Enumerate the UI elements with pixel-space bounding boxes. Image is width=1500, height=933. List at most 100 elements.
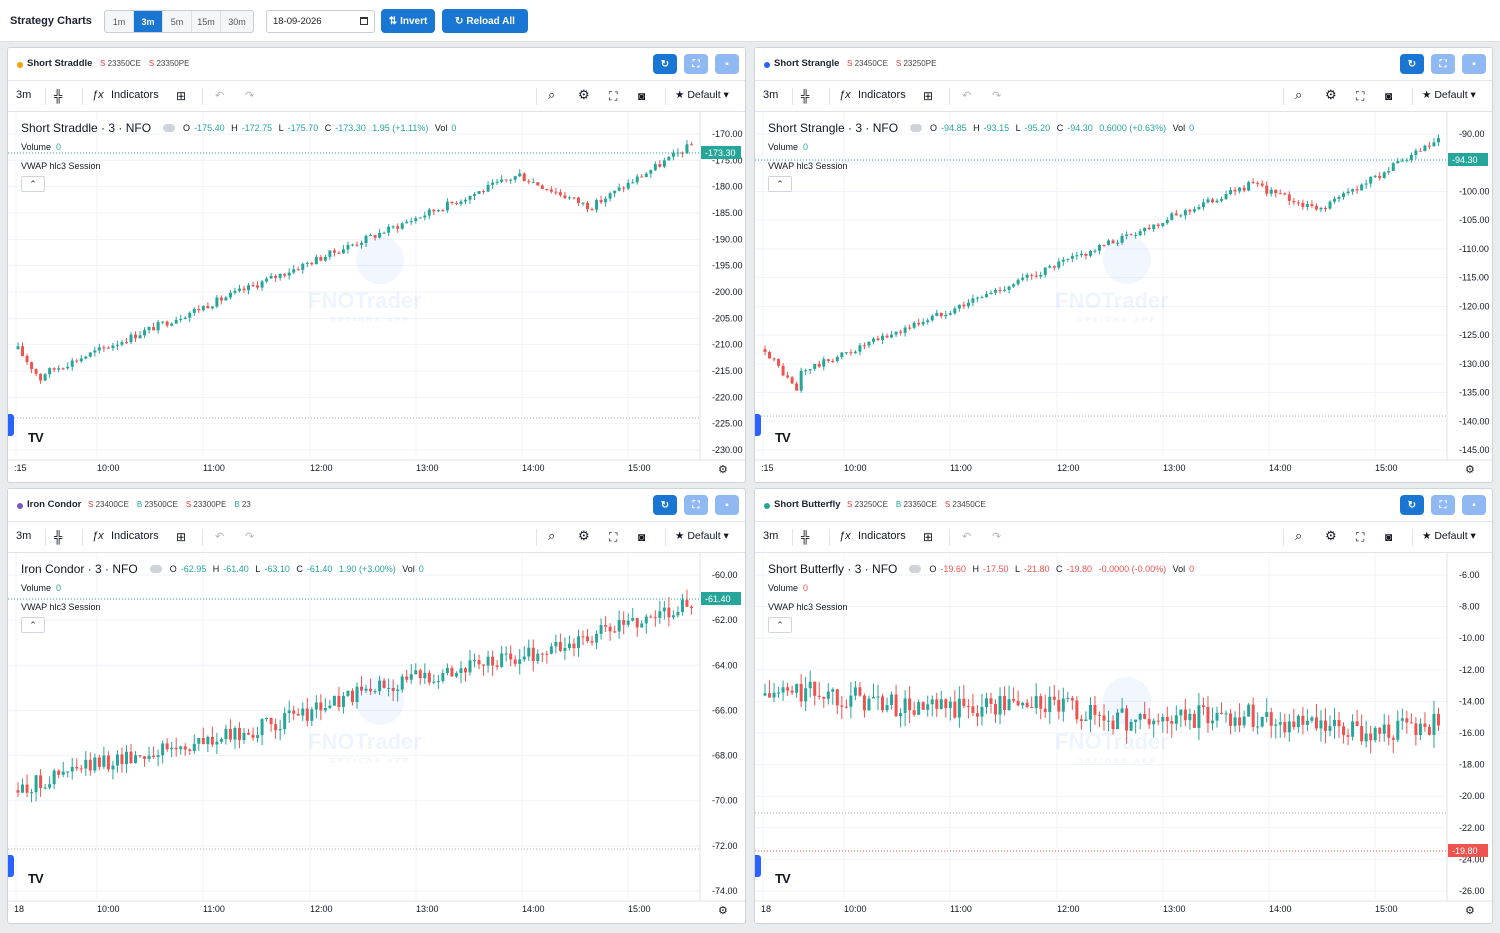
timeframe-1m-button[interactable]: 1m <box>105 11 134 32</box>
axis-settings-icon[interactable]: ⚙ <box>718 905 728 917</box>
timeframe-15m-button[interactable]: 15m <box>192 11 221 32</box>
settings-gear-icon[interactable]: ⚙ <box>578 87 590 102</box>
indicators-button[interactable]: Indicators <box>858 530 906 542</box>
axis-settings-icon[interactable]: ⚙ <box>1465 905 1475 917</box>
undo-icon[interactable]: ↶ <box>962 531 972 543</box>
save-icon[interactable]: ▪ <box>715 54 739 74</box>
refresh-icon[interactable]: ↻ <box>653 495 677 515</box>
candle-type-icon[interactable]: ╬ <box>801 89 810 103</box>
layout-grid-icon[interactable]: ⊞ <box>176 89 187 103</box>
date-input[interactable]: 18-09-2026 <box>266 10 375 33</box>
template-dropdown[interactable]: ★ Default ▾ <box>675 89 729 101</box>
timeframe-30m-button[interactable]: 30m <box>228 16 246 27</box>
chart-svg[interactable]: -6.00 -8.00 -10.00 -12.00 -14.00 -16.00 -18.00… <box>755 553 1492 923</box>
side-panel-handle[interactable] <box>755 414 761 436</box>
fullscreen-icon[interactable]: ⛶ <box>1431 495 1455 515</box>
timeframe-5m-button[interactable]: 5m <box>163 11 192 32</box>
camera-icon[interactable]: ◙ <box>1385 89 1393 103</box>
fullscreen-chart-icon[interactable]: ⛶ <box>609 530 618 544</box>
template-dropdown[interactable]: ★ Default ▾ <box>1422 530 1476 542</box>
settings-gear-icon[interactable]: ⚙ <box>1325 528 1337 543</box>
chart-area[interactable]: -90.00-95.00-100.00-105.00-110.00-115.00… <box>755 112 1492 482</box>
chart-svg[interactable]: -60.00 -62.00 -64.00 -66.00 -68.00 -70.00 -72.… <box>8 553 745 923</box>
chart-area[interactable]: -170.00 -175.00 -180.00 -185.00 -190.00 -195.… <box>8 112 745 482</box>
camera-icon[interactable]: ◙ <box>1385 530 1393 544</box>
axis-settings-icon[interactable]: ⚙ <box>718 464 728 476</box>
legend-toggle[interactable] <box>909 565 922 573</box>
legend-toggle[interactable] <box>910 124 923 132</box>
interval-button[interactable]: 3m <box>16 89 32 101</box>
candle-body <box>1192 713 1196 728</box>
refresh-icon[interactable]: ↻ <box>1400 54 1424 74</box>
template-label: Default <box>687 89 721 101</box>
interval-button[interactable]: 3m <box>763 530 779 542</box>
candle-body <box>1238 187 1242 192</box>
settings-gear-icon[interactable]: ⚙ <box>1325 87 1337 102</box>
legend-toggle[interactable] <box>163 124 176 132</box>
indicators-button[interactable]: Indicators <box>111 530 159 542</box>
save-icon[interactable]: ▪ <box>1462 495 1486 515</box>
invert-button[interactable]: ⇅ Invert <box>381 9 435 33</box>
fullscreen-icon[interactable]: ⛶ <box>684 54 708 74</box>
chart-svg[interactable]: -170.00 -175.00 -180.00 -185.00 -190.00 -195.… <box>8 112 745 482</box>
redo-icon[interactable]: ↷ <box>992 90 1002 102</box>
collapse-legend-button[interactable]: ⌃ <box>768 176 792 192</box>
zoom-search-icon[interactable]: ⌕ <box>1295 528 1303 543</box>
save-icon[interactable]: ▪ <box>1462 54 1486 74</box>
layout-grid-icon[interactable]: ⊞ <box>923 89 934 103</box>
indicators-button[interactable]: Indicators <box>111 89 159 101</box>
reload-all-button[interactable]: ↻ Reload All <box>442 9 528 33</box>
timeframe-3m-button[interactable]: 3m <box>134 11 163 32</box>
fullscreen-icon[interactable]: ⛶ <box>684 495 708 515</box>
redo-icon[interactable]: ↷ <box>245 90 255 102</box>
indicators-button[interactable]: Indicators <box>858 89 906 101</box>
undo-icon[interactable]: ↶ <box>215 90 225 102</box>
collapse-legend-button[interactable]: ⌃ <box>21 176 45 192</box>
last-price-label: -61.40 <box>705 594 731 604</box>
collapse-legend-button[interactable]: ⌃ <box>768 617 792 633</box>
refresh-icon[interactable]: ↻ <box>1400 495 1424 515</box>
candle-type-icon[interactable]: ╬ <box>54 530 63 544</box>
save-icon[interactable]: ▪ <box>715 495 739 515</box>
interval-button[interactable]: 3m <box>763 89 779 101</box>
side-panel-handle[interactable] <box>8 414 14 436</box>
undo-icon[interactable]: ↶ <box>215 531 225 543</box>
calendar-icon[interactable] <box>360 17 368 25</box>
candle-body <box>337 252 341 254</box>
refresh-icon[interactable]: ↻ <box>653 54 677 74</box>
candle-body <box>1333 198 1337 202</box>
candle-body <box>134 755 138 764</box>
side-panel-handle[interactable] <box>755 855 761 877</box>
fullscreen-chart-icon[interactable]: ⛶ <box>609 89 618 103</box>
camera-icon[interactable]: ◙ <box>638 89 646 103</box>
candle-body <box>1048 696 1052 713</box>
side-panel-handle[interactable] <box>8 855 14 877</box>
layout-grid-icon[interactable]: ⊞ <box>923 530 934 544</box>
chart-area[interactable]: -60.00 -62.00 -64.00 -66.00 -68.00 -70.00 -72.… <box>8 553 745 923</box>
fullscreen-icon[interactable]: ⛶ <box>1431 54 1455 74</box>
collapse-legend-button[interactable]: ⌃ <box>21 617 45 633</box>
fullscreen-chart-icon[interactable]: ⛶ <box>1356 530 1365 544</box>
redo-icon[interactable]: ↷ <box>992 531 1002 543</box>
undo-icon[interactable]: ↶ <box>962 90 972 102</box>
candle-body <box>1120 708 1124 713</box>
template-dropdown[interactable]: ★ Default ▾ <box>1422 89 1476 101</box>
zoom-search-icon[interactable]: ⌕ <box>1295 87 1303 102</box>
zoom-search-icon[interactable]: ⌕ <box>548 87 556 102</box>
chart-area[interactable]: -6.00 -8.00 -10.00 -12.00 -14.00 -16.00 -18.00… <box>755 553 1492 923</box>
camera-icon[interactable]: ◙ <box>638 530 646 544</box>
redo-icon[interactable]: ↷ <box>245 531 255 543</box>
interval-button[interactable]: 3m <box>16 530 32 542</box>
axis-settings-icon[interactable]: ⚙ <box>1465 464 1475 476</box>
candle-body <box>799 683 803 702</box>
legend-toggle[interactable] <box>149 565 162 573</box>
chart-svg[interactable]: -90.00-95.00-100.00-105.00-110.00-115.00… <box>755 112 1492 482</box>
zoom-search-icon[interactable]: ⌕ <box>548 528 556 543</box>
candle-type-icon[interactable]: ╬ <box>801 530 810 544</box>
fullscreen-chart-icon[interactable]: ⛶ <box>1356 89 1365 103</box>
layout-grid-icon[interactable]: ⊞ <box>176 530 187 544</box>
template-dropdown[interactable]: ★ Default ▾ <box>675 530 729 542</box>
candle-body <box>432 681 436 683</box>
settings-gear-icon[interactable]: ⚙ <box>578 528 590 543</box>
candle-type-icon[interactable]: ╬ <box>54 89 63 103</box>
